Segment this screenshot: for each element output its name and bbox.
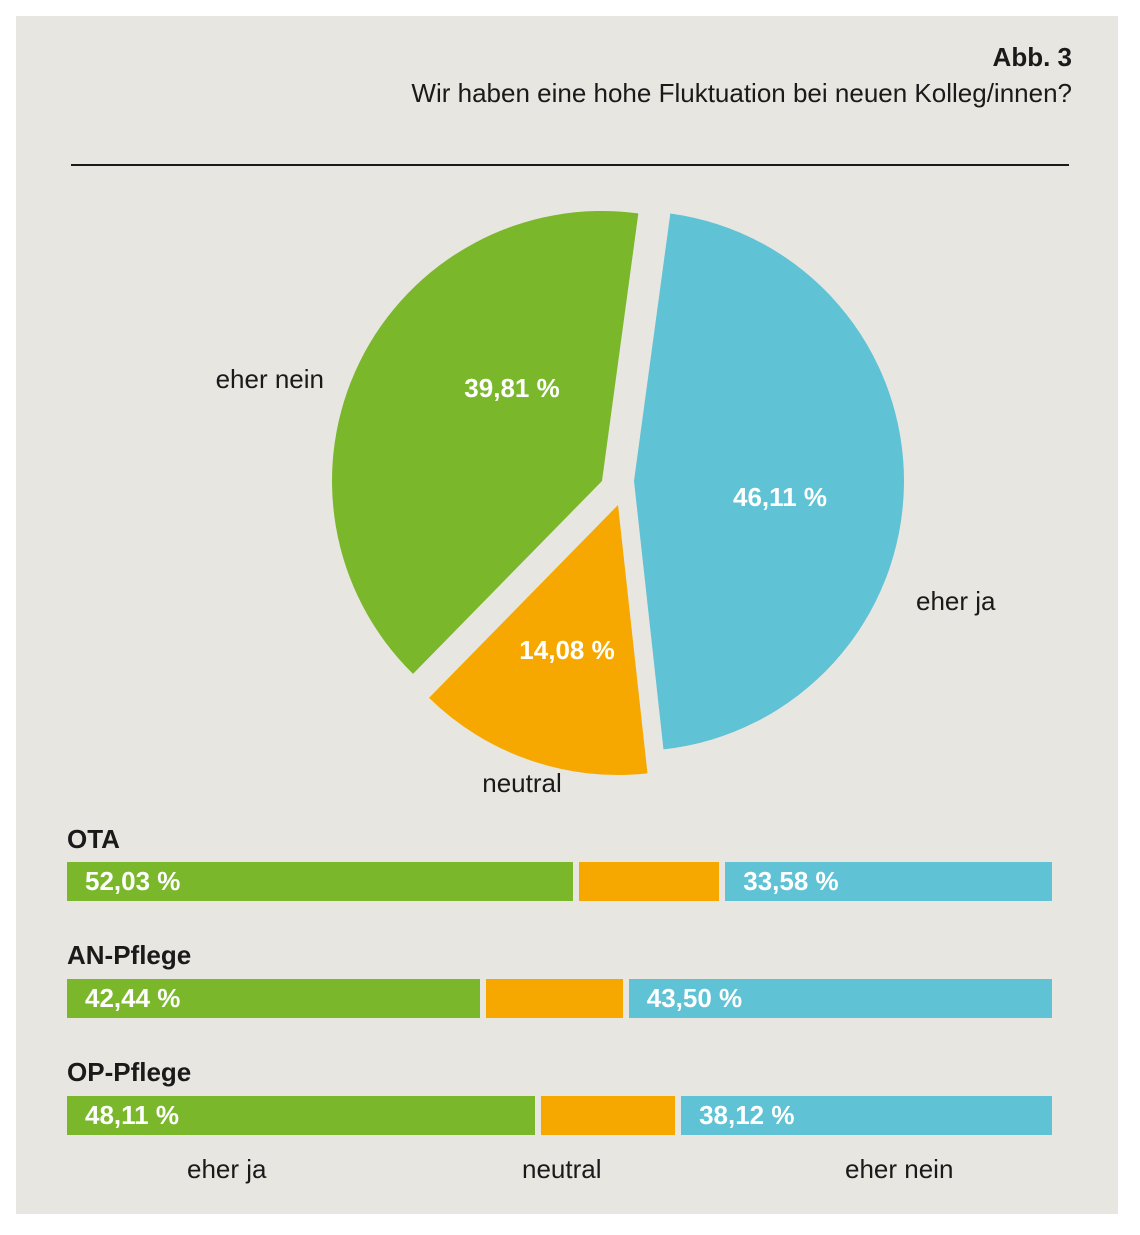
divider [71, 164, 1069, 166]
bar-category-op-pflege: OP-Pflege [67, 1057, 192, 1087]
pie-slice-neutral [429, 505, 648, 775]
bar-segment-op-pflege-eher-ja: 48,11 % [67, 1096, 536, 1135]
legend-eher-nein: eher nein [845, 1154, 954, 1184]
bar-value-label: 33,58 % [743, 866, 839, 896]
bar-value-label: 38,12 % [699, 1100, 795, 1130]
bar-ota: 52,03 % 33,58 % [67, 862, 1052, 901]
legend-neutral: neutral [522, 1154, 602, 1184]
bar-value-label: 43,50 % [646, 983, 743, 1013]
bar-segment-an-pflege-eher-ja: 42,44 % [67, 979, 480, 1018]
pie-category-label-eher-nein: eher nein [216, 364, 324, 394]
figure-title: Wir haben eine hohe Fluktuation bei neue… [411, 78, 1072, 108]
legend-eher-ja: eher ja [187, 1154, 267, 1184]
pie-category-label-neutral: neutral [482, 768, 562, 798]
bar-segment-an-pflege-eher-nein: 43,50 % [628, 979, 1052, 1018]
chart-panel: Abb. 3 Wir haben eine hohe Fluktuation b… [16, 16, 1118, 1214]
bar-segment-ota-neutral [579, 862, 720, 901]
figure-label: Abb. 3 [992, 42, 1072, 72]
bar-an-pflege: 42,44 % 43,50 % [67, 979, 1052, 1018]
bar-segment-op-pflege-eher-nein: 38,12 % [681, 1096, 1052, 1135]
bar-segment-ota-eher-nein: 33,58 % [725, 862, 1052, 901]
pie-value-label-eher-nein: 39,81 % [464, 373, 559, 403]
bar-category-an-pflege: AN-Pflege [67, 940, 192, 970]
bar-segment-an-pflege-neutral [485, 979, 623, 1018]
bar-segment-ota-eher-ja: 52,03 % [67, 862, 574, 901]
bar-category-ota: OTA [67, 824, 120, 854]
bar-segment-op-pflege-neutral [541, 1096, 676, 1135]
pie-value-label-eher-ja: 46,11 % [733, 482, 827, 512]
pie-chart: 46,11 % eher ja 14,08 % neutral 39,81 % eher … [216, 210, 996, 798]
pie-value-label-neutral: 14,08 % [519, 635, 614, 665]
bar-op-pflege: 48,11 % 38,12 % [67, 1096, 1052, 1135]
pie-slice-eher-ja [634, 213, 905, 750]
bar-value-label: 52,03 % [85, 866, 181, 896]
bar-value-label: 48,11 % [85, 1100, 179, 1130]
bar-value-label: 42,44 % [85, 983, 181, 1013]
pie-category-label-eher-ja: eher ja [916, 586, 996, 616]
pie-slice-eher-nein [331, 210, 639, 674]
